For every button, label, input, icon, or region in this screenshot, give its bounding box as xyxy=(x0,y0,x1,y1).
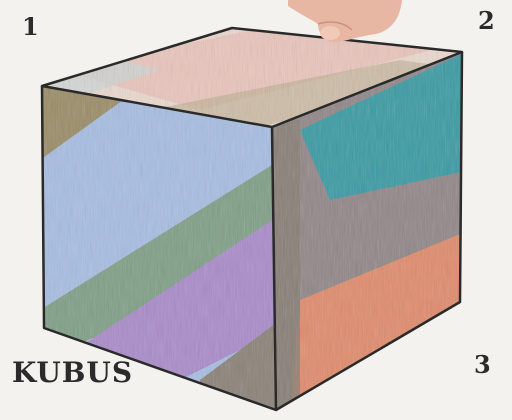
corner-label-1: 1 xyxy=(22,12,39,41)
cube-outline xyxy=(40,26,464,412)
corner-label-2: 2 xyxy=(478,6,495,35)
shape-title: KUBUS xyxy=(12,356,134,389)
corner-label-3: 3 xyxy=(474,350,491,379)
side-face xyxy=(272,52,462,410)
hand-icon xyxy=(288,0,402,43)
